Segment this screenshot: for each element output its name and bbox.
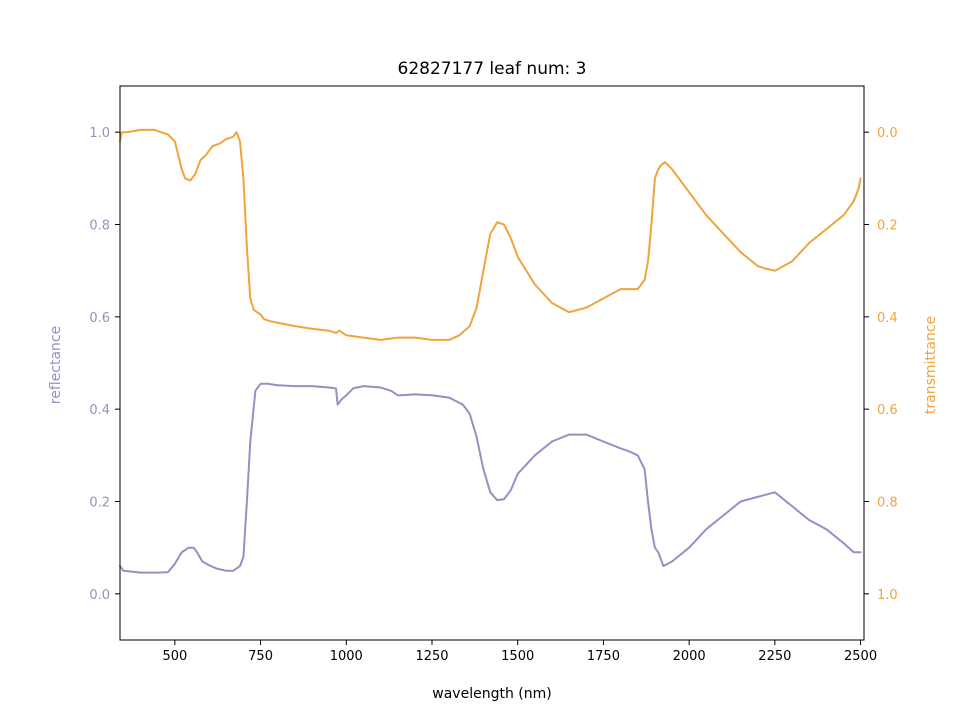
y-left-tick-label: 0.2 xyxy=(89,496,110,511)
y-right-tick-label: 1.0 xyxy=(877,588,898,603)
y-left-tick-label: 0.8 xyxy=(89,219,110,234)
x-axis-label: wavelength (nm) xyxy=(432,686,551,702)
chart-title: 62827177 leaf num: 3 xyxy=(398,59,587,79)
plot-area xyxy=(119,128,862,574)
x-tick-label: 2000 xyxy=(673,649,706,664)
y-right-tick-label: 0.8 xyxy=(877,496,898,511)
x-tick-label: 1000 xyxy=(330,649,363,664)
y-axis-right-label: transmittance xyxy=(923,316,939,414)
x-tick-label: 2500 xyxy=(844,649,877,664)
transmittance-line xyxy=(119,128,862,341)
y-left-tick-label: 1.0 xyxy=(89,126,110,141)
x-tick-label: 2250 xyxy=(758,649,791,664)
x-tick-label: 750 xyxy=(248,649,273,664)
y-axis-left-label: reflectance xyxy=(48,326,64,404)
axes: 500 750 1000 1250 1500 1750 2000 2250 2500 0.0 0.2… xyxy=(89,85,898,664)
x-tick-label: 1250 xyxy=(415,649,448,664)
y-left-tick-label: 0.0 xyxy=(89,588,110,603)
y-right-tick-label: 0.0 xyxy=(877,126,898,141)
y-right-tick-label: 0.4 xyxy=(877,311,898,326)
x-tick-label: 500 xyxy=(162,649,187,664)
reflectance-line xyxy=(119,382,862,574)
y-left-tick-label: 0.6 xyxy=(89,311,110,326)
y-left-tick-label: 0.4 xyxy=(89,403,110,418)
y-right-tick-label: 0.2 xyxy=(877,219,898,234)
x-tick-label: 1750 xyxy=(587,649,620,664)
x-tick-label: 1500 xyxy=(501,649,534,664)
y-right-tick-label: 0.6 xyxy=(877,403,898,418)
plot-frame xyxy=(119,85,865,641)
